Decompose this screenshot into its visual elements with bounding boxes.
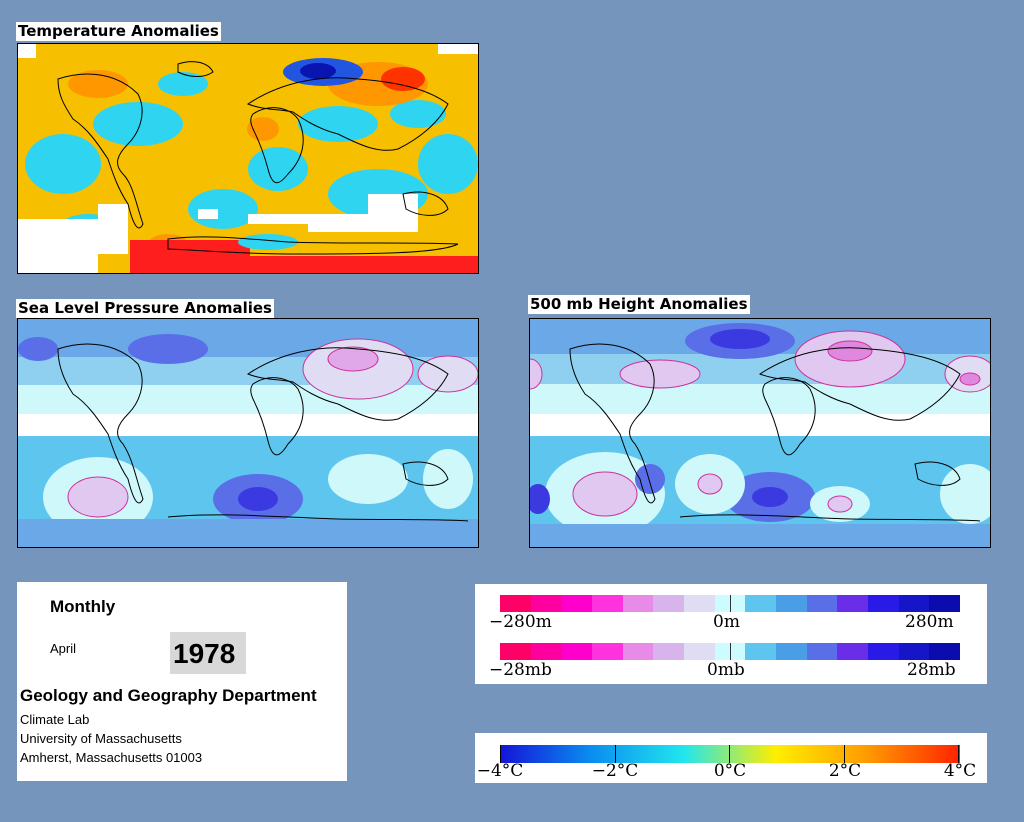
address-label: Amherst, Massachusetts 01003 bbox=[20, 750, 203, 765]
pressure-colorbar-swatch bbox=[898, 643, 930, 660]
temperature-ticks bbox=[500, 745, 960, 763]
temperature-labels: −4°C −2°C 0°C 2°C 4°C bbox=[475, 761, 987, 783]
slp-map-title: Sea Level Pressure Anomalies bbox=[16, 299, 274, 318]
height-min-label: −280m bbox=[489, 612, 552, 632]
height-colorbar-swatch bbox=[929, 595, 961, 612]
temperature-tick-label: 4°C bbox=[943, 761, 977, 781]
slp-anomaly-map bbox=[17, 318, 479, 548]
pressure-colorbar-swatch bbox=[684, 643, 715, 660]
temperature-tick bbox=[843, 745, 845, 763]
height-colorbar-swatch bbox=[806, 595, 838, 612]
info-panel: Monthly April 1978 Geology and Geography… bbox=[17, 582, 347, 781]
pressure-max-label: 28mb bbox=[907, 660, 956, 680]
height-mid-label: 0m bbox=[713, 612, 740, 632]
pressure-colorbar-swatch bbox=[653, 643, 685, 660]
year-box: 1978 bbox=[170, 632, 246, 674]
pressure-colorbar-swatch bbox=[592, 643, 623, 660]
pressure-colorbar-swatch bbox=[806, 643, 838, 660]
height-colorbar-swatch bbox=[776, 595, 807, 612]
pressure-colorbar-center-tick bbox=[730, 643, 731, 660]
temperature-legend: −4°C −2°C 0°C 2°C 4°C bbox=[475, 733, 987, 783]
period-label: Monthly bbox=[50, 597, 116, 616]
pressure-colorbar-swatch bbox=[745, 643, 777, 660]
height-colorbar-swatch bbox=[561, 595, 593, 612]
university-label: University of Massachusetts bbox=[20, 731, 182, 746]
height-colorbar-swatch bbox=[868, 595, 899, 612]
temperature-anomaly-map bbox=[17, 43, 479, 274]
pressure-colorbar-swatch bbox=[622, 643, 654, 660]
department-label: Geology and Geography Department bbox=[20, 686, 317, 705]
temperature-tick-label: 2°C bbox=[828, 761, 862, 781]
temperature-tick-label: 0°C bbox=[713, 761, 747, 781]
height500-anomaly-map bbox=[529, 318, 991, 548]
height500-map-title: 500 mb Height Anomalies bbox=[528, 295, 750, 314]
pressure-colorbar-swatch bbox=[929, 643, 961, 660]
pressure-colorbar-swatch bbox=[776, 643, 807, 660]
height-pressure-legend: −280m 0m 280m −28mb 0mb 28mb bbox=[475, 584, 987, 684]
pressure-colorbar-swatch bbox=[530, 643, 562, 660]
height-colorbar-center-tick bbox=[730, 595, 731, 612]
temperature-tick-label: −2°C bbox=[591, 761, 639, 781]
pressure-mid-label: 0mb bbox=[707, 660, 745, 680]
height-colorbar-swatch bbox=[837, 595, 869, 612]
pressure-colorbar bbox=[500, 643, 961, 660]
temperature-tick bbox=[729, 745, 730, 763]
height-colorbar bbox=[500, 595, 961, 612]
pressure-min-label: −28mb bbox=[489, 660, 552, 680]
temperature-tick bbox=[958, 745, 959, 763]
temperature-map-title: Temperature Anomalies bbox=[16, 22, 221, 41]
height-colorbar-swatch bbox=[898, 595, 930, 612]
pressure-colorbar-swatch bbox=[868, 643, 899, 660]
temperature-tick-label: −4°C bbox=[476, 761, 524, 781]
temperature-tick bbox=[614, 745, 616, 763]
month-label: April bbox=[50, 641, 77, 656]
height-colorbar-swatch bbox=[653, 595, 685, 612]
height-colorbar-swatch bbox=[684, 595, 715, 612]
pressure-colorbar-swatch bbox=[500, 643, 531, 660]
height-colorbar-swatch bbox=[592, 595, 623, 612]
pressure-colorbar-swatch bbox=[837, 643, 869, 660]
height-colorbar-swatch bbox=[745, 595, 777, 612]
height-colorbar-swatch bbox=[530, 595, 562, 612]
height-max-label: 280m bbox=[905, 612, 954, 632]
temperature-tick bbox=[500, 745, 501, 763]
pressure-colorbar-swatch bbox=[561, 643, 593, 660]
year-label: 1978 bbox=[173, 638, 236, 669]
height-colorbar-swatch bbox=[500, 595, 531, 612]
lab-label: Climate Lab bbox=[20, 712, 90, 727]
height-colorbar-swatch bbox=[622, 595, 654, 612]
